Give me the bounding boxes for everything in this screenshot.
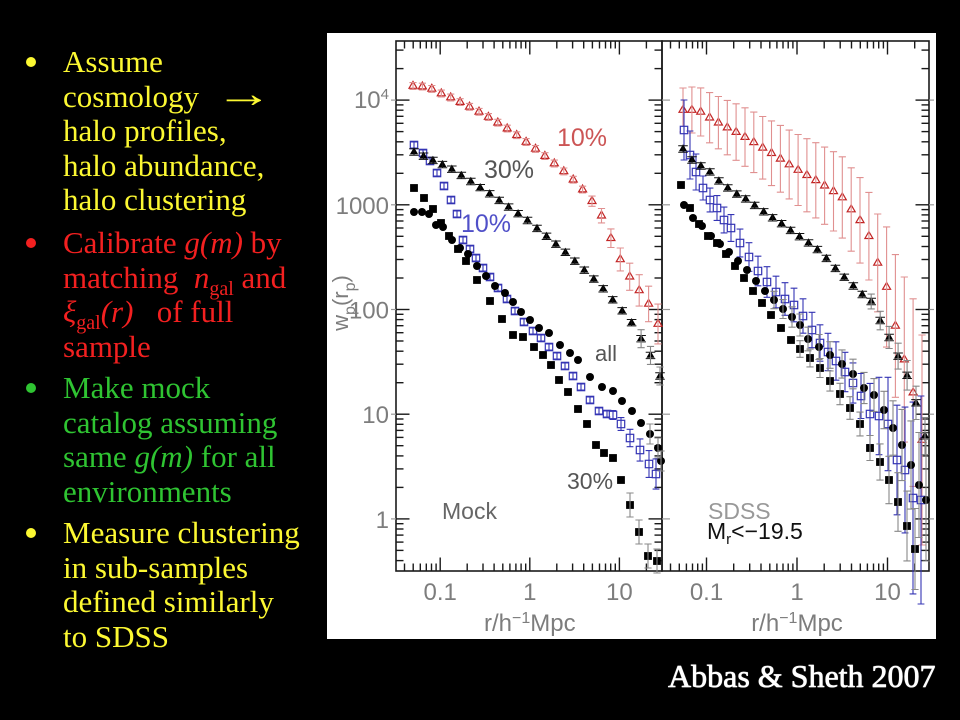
svg-text:Mock: Mock — [442, 498, 497, 524]
svg-text:30%: 30% — [567, 468, 613, 494]
svg-text:1: 1 — [376, 507, 389, 534]
svg-text:10: 10 — [606, 579, 633, 606]
svg-text:r/h−1Mpc: r/h−1Mpc — [751, 610, 843, 637]
svg-text:0.1: 0.1 — [690, 579, 723, 606]
svg-text:10%: 10% — [557, 124, 607, 152]
svg-text:10: 10 — [874, 579, 901, 606]
svg-text:all: all — [595, 341, 617, 366]
svg-text:100: 100 — [349, 298, 389, 325]
svg-text:1: 1 — [790, 579, 803, 606]
svg-text:1000: 1000 — [336, 193, 389, 220]
svg-text:r/h−1Mpc: r/h−1Mpc — [484, 610, 576, 637]
svg-text:SDSS: SDSS — [708, 498, 771, 524]
svg-text:10%: 10% — [461, 210, 511, 238]
svg-text:Mr<−19.5: Mr<−19.5 — [707, 518, 803, 548]
svg-text:1: 1 — [523, 579, 536, 606]
svg-text:30%: 30% — [484, 156, 534, 184]
svg-text:0.1: 0.1 — [424, 579, 457, 606]
svg-text:10: 10 — [362, 402, 389, 429]
